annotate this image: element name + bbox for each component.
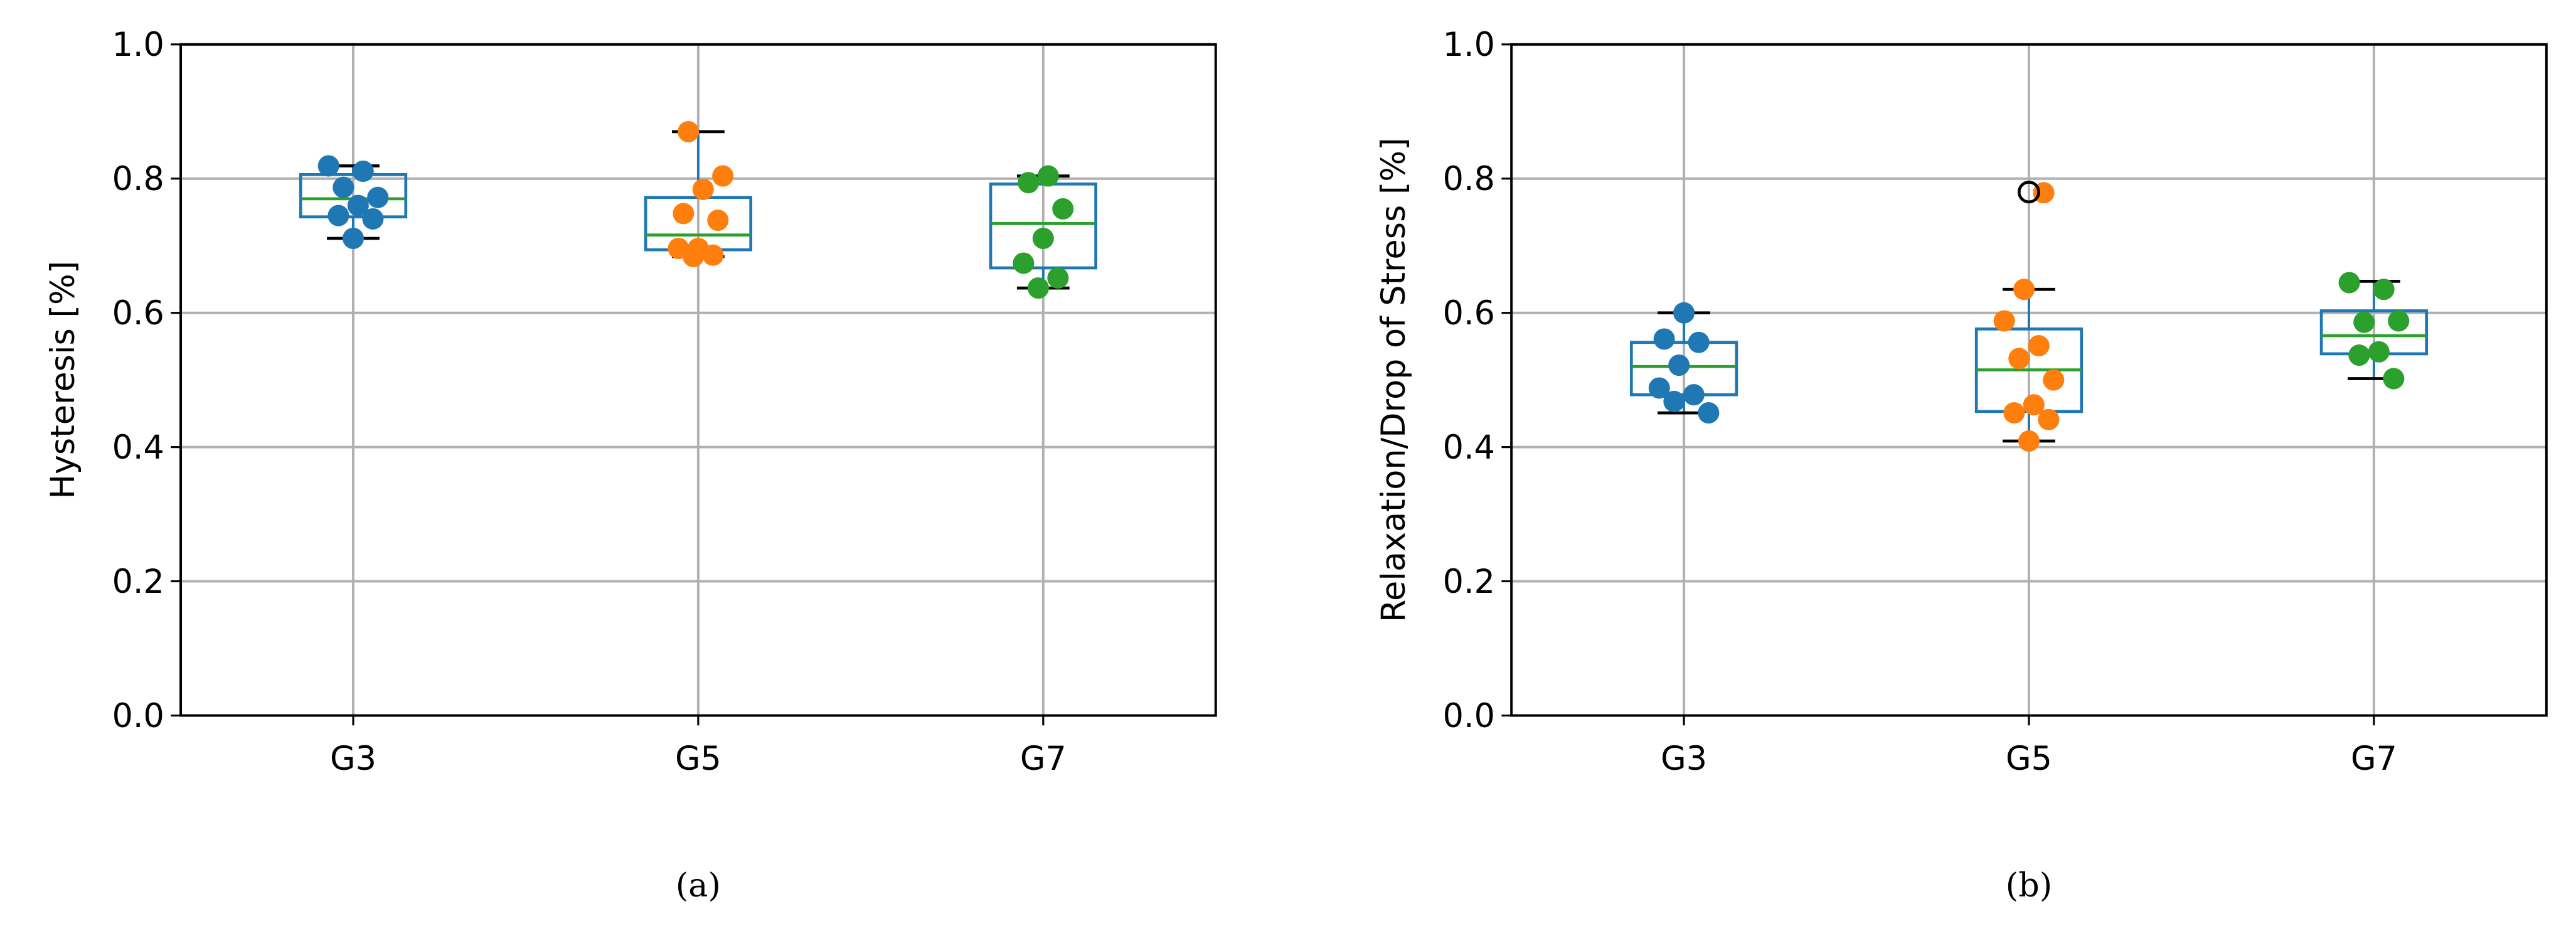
data-point [1018, 172, 1040, 194]
caption: (a) [676, 866, 721, 905]
data-point [2353, 311, 2375, 333]
data-point [1653, 328, 1675, 350]
data-point [2348, 344, 2370, 366]
data-point [367, 186, 389, 208]
data-point [678, 120, 700, 142]
data-point [707, 210, 729, 231]
data-point [1648, 377, 1670, 399]
data-point [1663, 390, 1685, 412]
data-point [1993, 310, 2015, 332]
y-axis-label: Hysteresis [%] [44, 261, 82, 499]
data-point [1027, 277, 1049, 299]
y-tick-label: 0.6 [1443, 294, 1495, 332]
x-tick-label: G7 [1020, 740, 1067, 778]
data-point [2013, 279, 2035, 301]
data-point [327, 205, 349, 226]
data-point [712, 165, 734, 187]
caption: (b) [2006, 866, 2052, 905]
y-tick-label: 0.6 [112, 294, 164, 332]
data-point [2383, 368, 2405, 390]
data-point [1668, 354, 1690, 376]
y-tick-label: 0.4 [1443, 428, 1495, 467]
data-point [692, 178, 714, 200]
x-tick-label: G7 [2351, 740, 2397, 778]
data-point [352, 160, 374, 183]
plot-frame [179, 43, 1217, 717]
y-tick-label: 0.2 [1443, 563, 1495, 601]
y-tick-label: 0.2 [112, 563, 164, 601]
data-point [2338, 272, 2360, 294]
x-tick-label: G3 [330, 740, 376, 778]
panel: 0.0 0.2 0.4 0.6 0.8 1.0 G3 G5 G7 Hysteresis [%] (a… [44, 26, 1217, 905]
data-point [2388, 310, 2410, 332]
y-tick-label: 0.8 [1443, 160, 1495, 198]
x-tick-label: G5 [675, 740, 721, 778]
x-tick-label: G5 [2006, 740, 2052, 778]
plot-frame [1510, 43, 2548, 717]
y-tick-label: 0.0 [1443, 697, 1495, 735]
data-point [1688, 331, 1710, 353]
y-tick-label: 0.0 [112, 697, 164, 735]
y-tick-label: 1.0 [1443, 26, 1495, 64]
data-point [2038, 408, 2060, 430]
data-point [2368, 341, 2390, 363]
data-point [2003, 402, 2025, 424]
data-point [1052, 198, 1074, 220]
data-point [2008, 348, 2030, 370]
data-point [1698, 402, 1720, 424]
data-point [333, 176, 354, 198]
data-point [1683, 384, 1705, 406]
data-point [2018, 430, 2040, 452]
y-axis-label: Relaxation/Drop of Stress [%] [1375, 137, 1413, 622]
data-point [673, 203, 695, 225]
y-tick-label: 1.0 [112, 26, 164, 64]
panel: 0.0 0.2 0.4 0.6 0.8 1.0 G3 G5 G7 Relaxation/Drop … [1375, 26, 2548, 905]
x-tick-label: G3 [1661, 740, 1707, 778]
y-tick-label: 0.8 [112, 160, 164, 198]
data-point [1013, 252, 1035, 274]
data-point [2023, 394, 2045, 416]
flier [2017, 181, 2041, 204]
data-point [1673, 302, 1695, 324]
data-point [702, 244, 724, 266]
data-point [1037, 165, 1059, 187]
data-point [683, 245, 705, 267]
data-point [347, 194, 369, 216]
data-point [1047, 267, 1069, 289]
y-tick-label: 0.4 [112, 428, 164, 467]
data-point [2373, 279, 2395, 301]
data-point [317, 155, 339, 177]
data-point [342, 227, 365, 249]
data-point [362, 208, 384, 230]
data-point [1032, 227, 1054, 249]
data-point [2028, 335, 2050, 357]
data-point [2043, 369, 2065, 391]
